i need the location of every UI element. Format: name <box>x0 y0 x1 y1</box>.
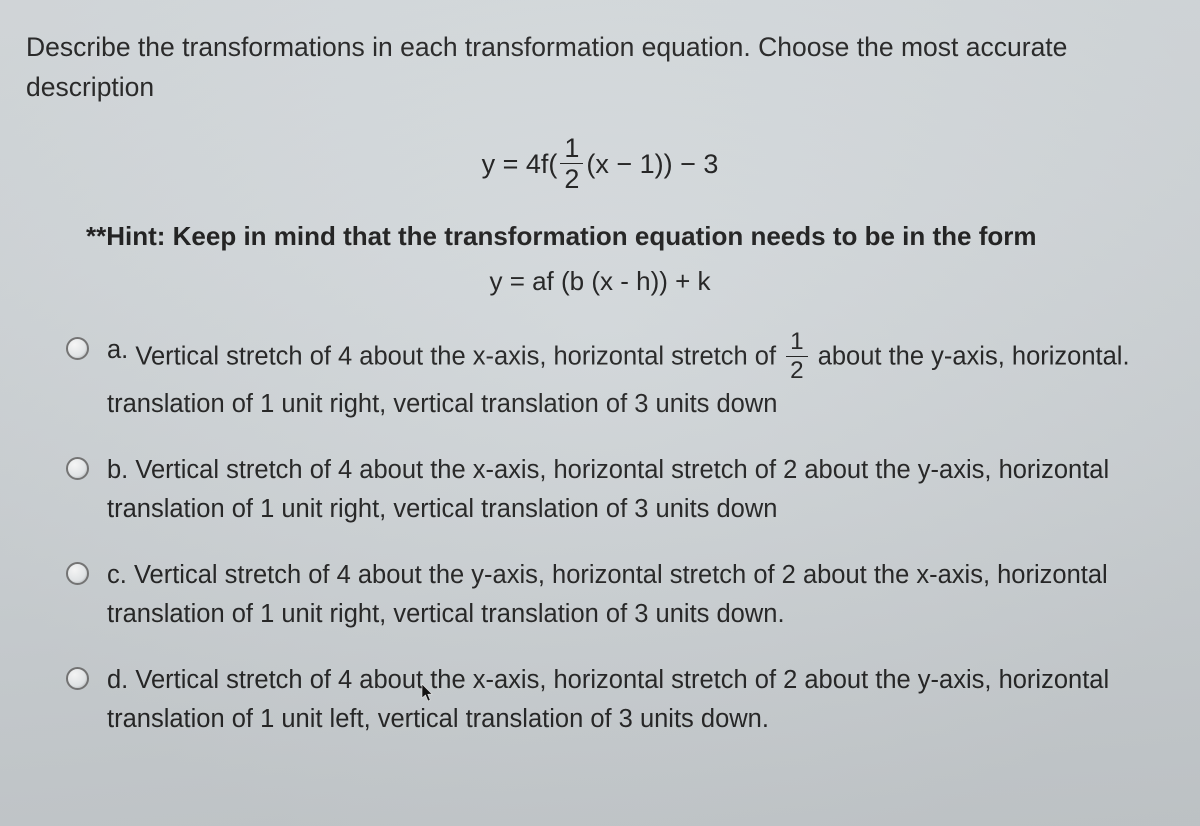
option-a-frac-num: 1 <box>786 329 807 354</box>
hint-text: **Hint: Keep in mind that the transforma… <box>26 221 1174 252</box>
equation-rhs: (x − 1)) − 3 <box>586 148 718 178</box>
option-c-text: Vertical stretch of 4 about the y-axis, … <box>107 561 1108 629</box>
option-a-body: a. Vertical stretch of 4 about the x-axi… <box>107 331 1174 424</box>
option-b[interactable]: b. Vertical stretch of 4 about the x-axi… <box>66 451 1174 530</box>
radio-b[interactable] <box>66 457 89 480</box>
equation-lhs: y = 4f( <box>482 148 558 178</box>
option-b-body: b. Vertical stretch of 4 about the x-axi… <box>107 451 1174 530</box>
option-d[interactable]: d. Vertical stretch of 4 about the x-axi… <box>66 661 1174 740</box>
option-b-text: Vertical stretch of 4 about the x-axis, … <box>107 456 1109 524</box>
question-prompt: Describe the transformations in each tra… <box>26 28 1174 108</box>
equation-fraction: 12 <box>560 134 583 194</box>
option-d-body: d. Vertical stretch of 4 about the x-axi… <box>107 661 1174 740</box>
option-a[interactable]: a. Vertical stretch of 4 about the x-axi… <box>66 331 1174 424</box>
option-a-letter: a. <box>107 336 128 364</box>
option-a-text-pre: Vertical stretch of 4 about the x-axis, … <box>135 343 783 371</box>
hint-equation-form: y = af (b (x - h)) + k <box>26 266 1174 297</box>
option-d-text: Vertical stretch of 4 about the x-axis, … <box>107 666 1109 734</box>
option-b-letter: b. <box>107 456 128 484</box>
radio-a[interactable] <box>66 337 89 360</box>
radio-d[interactable] <box>66 667 89 690</box>
transformation-equation: y = 4f(12(x − 1)) − 3 <box>26 136 1174 196</box>
option-a-frac-den: 2 <box>786 358 807 383</box>
option-d-letter: d. <box>107 666 128 694</box>
option-c[interactable]: c. Vertical stretch of 4 about the y-axi… <box>66 556 1174 635</box>
answer-options: a. Vertical stretch of 4 about the x-axi… <box>26 331 1174 739</box>
option-c-letter: c. <box>107 561 127 589</box>
option-a-fraction: 12 <box>786 329 807 383</box>
option-c-body: c. Vertical stretch of 4 about the y-axi… <box>107 556 1174 635</box>
fraction-numerator: 1 <box>560 134 583 162</box>
radio-c[interactable] <box>66 562 89 585</box>
fraction-denominator: 2 <box>560 165 583 193</box>
